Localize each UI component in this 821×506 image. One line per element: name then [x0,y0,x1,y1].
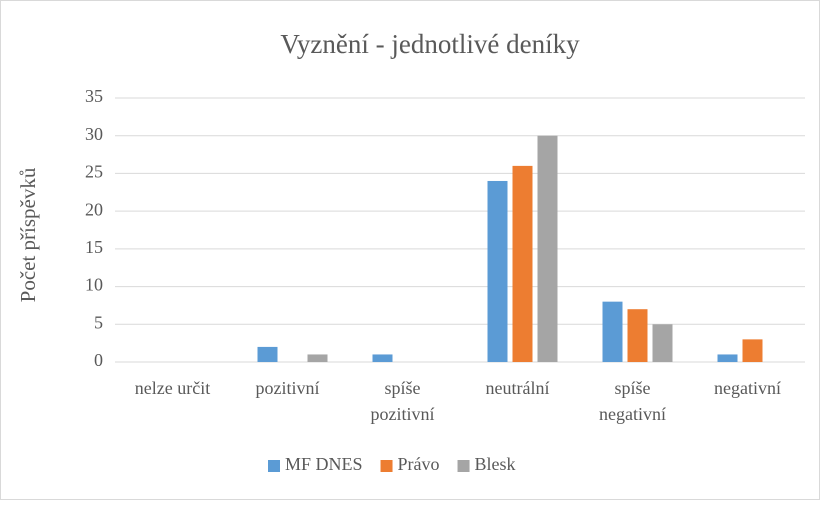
x-tick-label: pozitivní [256,378,320,398]
y-tick-label: 25 [85,162,103,182]
bar [487,180,508,362]
bar [742,339,763,362]
bar [537,135,558,362]
y-axis-label: Počet příspěvků [16,167,40,302]
bar [512,165,533,362]
y-tick-label: 5 [94,312,103,332]
x-tick-label: nelze určit [135,378,210,398]
x-tick-label: spíše negativní [599,378,666,424]
legend-label: Blesk [475,454,516,474]
y-tick-label: 0 [94,350,103,370]
bar [257,346,278,362]
bar [372,354,393,362]
bar [652,324,673,362]
y-tick-label: 30 [85,124,103,144]
legend-swatch [457,460,470,472]
bar [602,301,623,362]
bar [627,309,648,362]
x-tick-label: spíše pozitivní [371,378,435,424]
bar [717,354,738,362]
legend-label: MF DNES [285,454,363,474]
legend-swatch [380,460,393,472]
y-tick-label: 35 [85,86,103,106]
y-tick-label: 15 [85,237,103,257]
bar [307,354,328,362]
legend-swatch [268,460,280,472]
legend-label: Právo [398,454,440,474]
chart-title: Vyznění - jednotlivé deníky [280,29,580,59]
x-tick-label: negativní [714,378,781,398]
y-tick-label: 10 [85,275,103,295]
y-tick-label: 20 [85,199,103,219]
x-tick-label: neutrální [486,378,550,398]
